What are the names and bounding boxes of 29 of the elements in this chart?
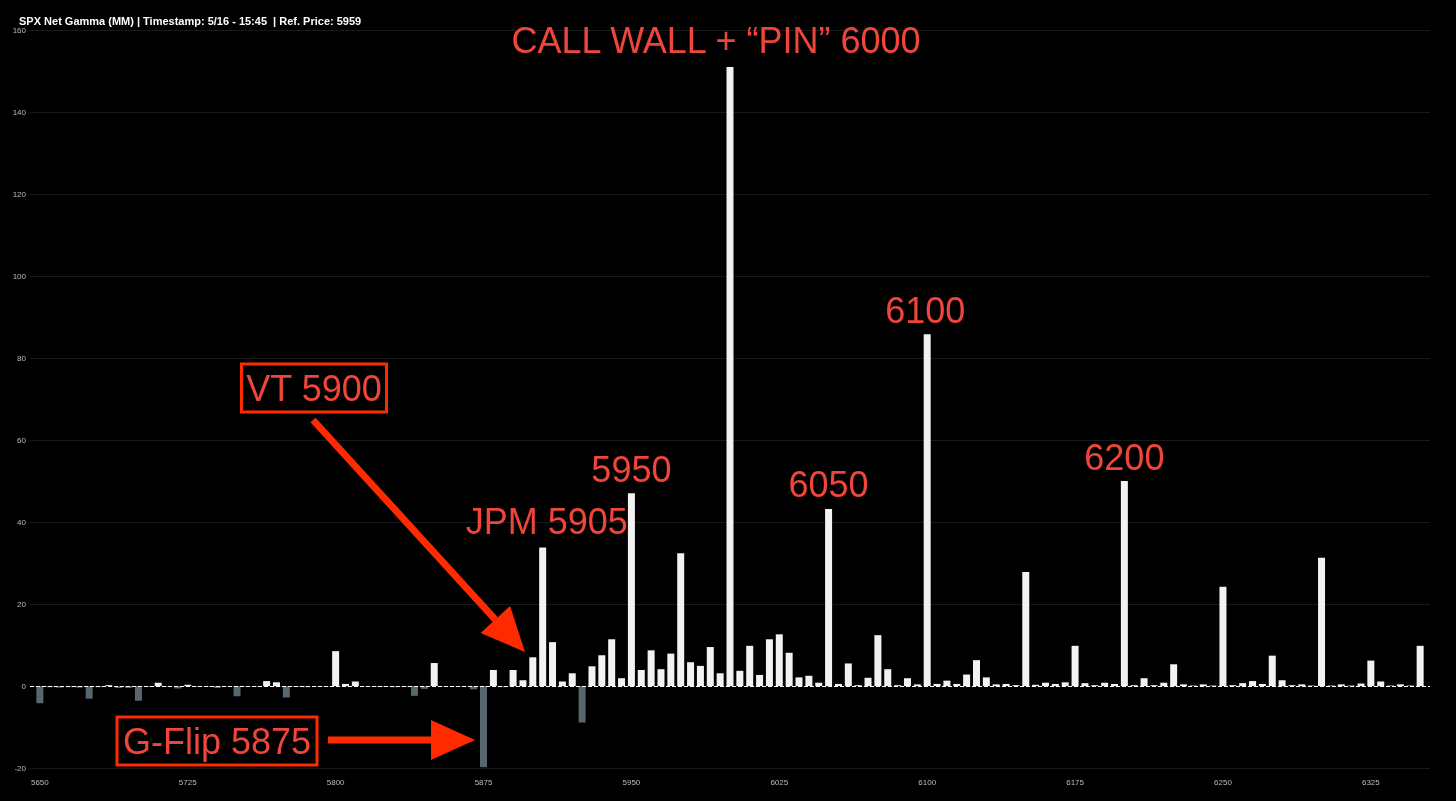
y-tick-label: 80 — [17, 353, 27, 363]
x-tick-label: 6175 — [1066, 777, 1085, 787]
y-tick-label: 60 — [17, 435, 27, 445]
x-tick-label: 6250 — [1214, 777, 1233, 787]
x-tick-label: 5800 — [326, 777, 346, 787]
chart-title: SPX Net Gamma (MM) | Timestamp: 5/16 - 15:45 | Ref. Price: 5959 — [19, 14, 362, 27]
x-tick-label: 6025 — [770, 777, 789, 787]
x-tick-label: 6100 — [918, 777, 937, 787]
y-tick-label: 160 — [12, 25, 27, 35]
annotation: 6200 — [1084, 436, 1165, 478]
x-tick-label: 6325 — [1361, 777, 1381, 787]
annotation: 6100 — [885, 289, 966, 331]
annotation: VT 5900 — [246, 367, 382, 409]
y-tick-label: -20 — [14, 763, 27, 773]
y-tick-label: 20 — [17, 599, 27, 609]
annotation: 6050 — [788, 464, 869, 506]
annotation: JPM 5905 — [465, 500, 628, 542]
y-tick-label: 140 — [12, 107, 27, 117]
x-tick-label: 5650 — [30, 777, 50, 787]
x-tick-label: 5875 — [474, 777, 493, 787]
y-tick-label: 0 — [21, 681, 27, 691]
annotation: 5950 — [591, 448, 672, 490]
y-tick-label: 100 — [12, 271, 27, 281]
y-tick-label: 120 — [12, 189, 27, 199]
annotation: G-Flip 5875 — [122, 720, 312, 762]
x-tick-label: 5725 — [178, 777, 198, 787]
y-tick-label: 40 — [17, 517, 27, 527]
x-tick-label: 5950 — [622, 777, 641, 787]
annotation: CALL WALL + “PIN” 6000 — [511, 20, 921, 62]
